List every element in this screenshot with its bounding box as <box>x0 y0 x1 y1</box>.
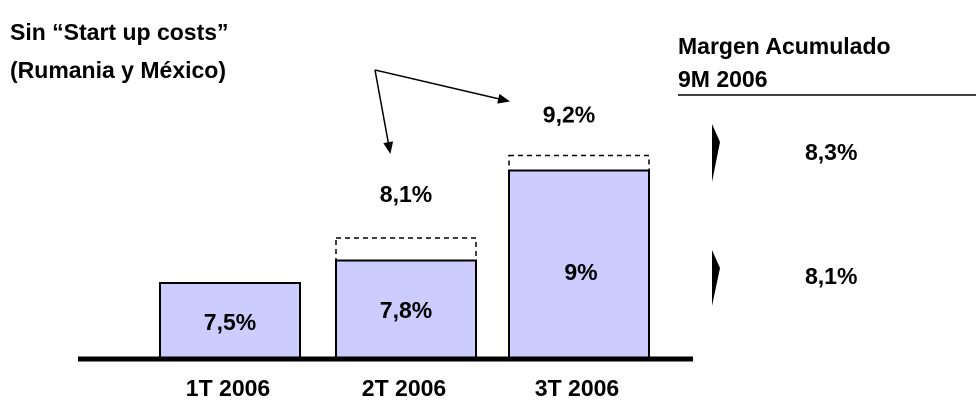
side-panel-value-1: 8,3% <box>805 139 857 165</box>
category-label-1: 1T 2006 <box>186 375 270 401</box>
without-startup-label-2: 8,1% <box>380 181 432 207</box>
without-startup-label-3: 9,2% <box>543 102 595 128</box>
arrow-to-2t <box>374 69 394 154</box>
annotation-arrows <box>374 69 510 154</box>
side-panel-value-2: 8,1% <box>805 263 857 289</box>
bars-group: 7,5% 1T 2006 8,1% 7,8% 2T 2006 9,2% 9% 3T 2006 <box>159 102 650 401</box>
bar-1 <box>159 282 301 359</box>
bar-value-label-1: 7,5% <box>204 309 256 335</box>
side-panel-title-line-2: 9M 2006 <box>678 66 768 92</box>
side-arrow-2-icon <box>712 250 720 306</box>
category-label-2: 2T 2006 <box>362 375 446 401</box>
bar-value-label-2: 7,8% <box>380 297 432 323</box>
annotation-line-1: Sin “Start up costs” <box>10 19 229 45</box>
side-arrow-1-icon <box>712 124 720 182</box>
bar-value-label-3: 9% <box>564 259 597 285</box>
side-panel-title-line-1: Margen Acumulado <box>678 33 891 59</box>
bar-2 <box>335 259 477 359</box>
annotation-line-2: (Rumania y México) <box>10 57 226 83</box>
arrow-to-3t <box>374 69 510 104</box>
category-label-3: 3T 2006 <box>535 375 619 401</box>
